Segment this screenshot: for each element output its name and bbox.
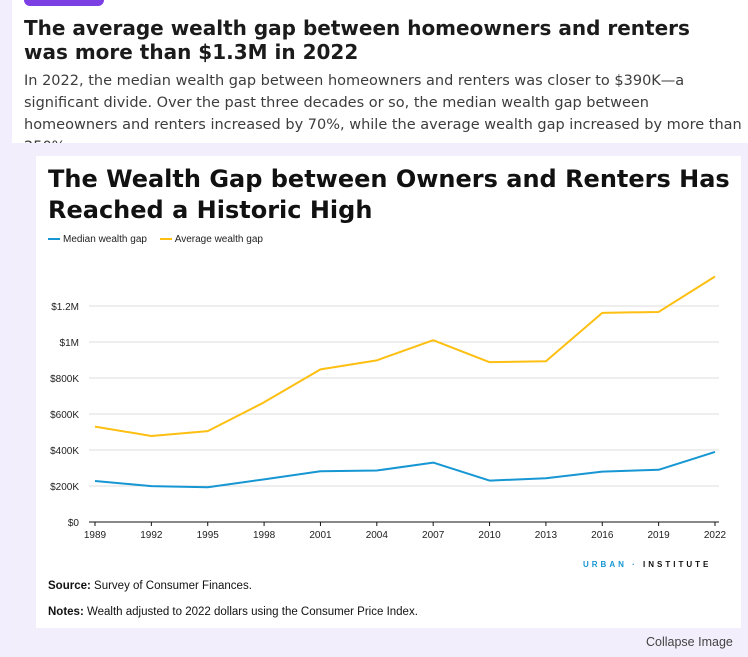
x-tick-label: 2010 (478, 530, 501, 541)
chart-source: Source: Survey of Consumer Finances. (48, 580, 252, 592)
source-label: Source: (48, 580, 91, 592)
x-tick-label: 2004 (366, 530, 389, 541)
x-tick-label: 2016 (591, 530, 614, 541)
x-tick-label: 1998 (253, 530, 276, 541)
line-chart: $0 $200K $400K $600K $800K $1M $1.2M 1989 1992 19… (50, 275, 727, 541)
x-tick-label: 2013 (535, 530, 558, 541)
legend-label-median: Median wealth gap (63, 234, 147, 245)
x-tick-label: 2007 (422, 530, 445, 541)
post-headline: The average wealth gap between homeowner… (24, 16, 690, 64)
median-series-line (94, 451, 716, 489)
x-tick-label: 1992 (140, 530, 163, 541)
source-text: Survey of Consumer Finances. (90, 580, 252, 592)
x-tick-label: 2019 (648, 530, 671, 541)
notes-label: Notes: (48, 606, 84, 618)
y-tick-label: $1.2M (51, 302, 79, 313)
y-tick-label: $0 (68, 518, 80, 529)
y-tick-label: $1M (60, 338, 79, 349)
x-tick-label: 1989 (84, 530, 107, 541)
legend-item-median: Median wealth gap (48, 234, 147, 245)
chart-card (36, 156, 741, 628)
collapse-image-button[interactable]: Collapse Image (646, 635, 733, 649)
y-tick-label: $400K (50, 446, 79, 457)
y-tick-label: $800K (50, 374, 79, 385)
left-accent-strip (0, 0, 12, 657)
chart-title: The Wealth Gap between Owners and Renter… (48, 165, 730, 224)
legend-swatch-median (48, 238, 60, 241)
x-tick-label: 2001 (309, 530, 332, 541)
y-tick-label: $600K (50, 410, 79, 421)
brand-urban: URBAN (583, 560, 627, 569)
chart-notes: Notes: Wealth adjusted to 2022 dollars u… (48, 606, 418, 618)
x-tick-label: 1995 (197, 530, 220, 541)
legend-item-average: Average wealth gap (159, 234, 263, 245)
y-tick-label: $200K (50, 482, 79, 493)
notes-text: Wealth adjusted to 2022 dollars using th… (83, 606, 418, 618)
brand-separator: · (632, 560, 638, 569)
legend-label-average: Average wealth gap (174, 234, 263, 245)
average-series-line (94, 275, 716, 437)
legend-swatch-average (159, 238, 172, 241)
brand-institute: INSTITUTE (643, 560, 712, 569)
pinned-badge (24, 0, 104, 6)
urban-institute-logo: URBAN · INSTITUTE (583, 560, 711, 569)
x-tick-label: 2022 (704, 530, 727, 541)
chart-legend: Median wealth gap Average wealth gap (48, 234, 273, 245)
